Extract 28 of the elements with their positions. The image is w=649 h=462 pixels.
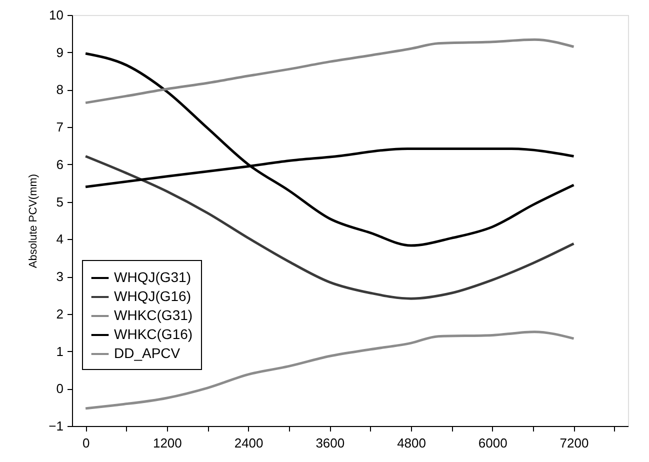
x-tick-label: 1200: [152, 436, 182, 450]
legend-label: WHQJ(G31): [114, 269, 191, 285]
y-tick-label: 2: [56, 306, 64, 322]
line-series: [84, 330, 576, 410]
x-tick-label: 7200: [560, 436, 589, 450]
legend-label: WHQJ(G16): [114, 288, 191, 304]
x-tick-label: 4800: [397, 436, 426, 450]
x-tick-label: 3600: [316, 436, 345, 450]
y-tick-label: 0: [56, 381, 64, 396]
legend-label: WHKC(G16): [114, 326, 193, 342]
x-tick-label: 0: [82, 436, 90, 450]
y-tick-label: 4: [56, 232, 64, 247]
y-tick-label: −1: [48, 418, 64, 434]
y-tick-label: 7: [56, 120, 64, 135]
y-tick-label: 5: [56, 194, 64, 210]
x-tick-label: 2400: [234, 436, 264, 450]
y-tick-label: 6: [56, 156, 64, 172]
line-series: [84, 38, 576, 104]
legend-label: DD_APCV: [114, 345, 181, 361]
y-tick-label: 3: [56, 269, 64, 284]
y-axis-title: Absolute PCV(mm): [28, 174, 40, 268]
y-tick-label: 1: [56, 344, 64, 359]
y-tick-label: 8: [56, 82, 64, 98]
x-tick-label: 6000: [478, 436, 508, 450]
y-tick-label: 9: [56, 44, 64, 60]
y-tick-label: 10: [49, 8, 64, 22]
line-series: [84, 52, 576, 247]
legend-label: WHKC(G31): [114, 307, 193, 323]
